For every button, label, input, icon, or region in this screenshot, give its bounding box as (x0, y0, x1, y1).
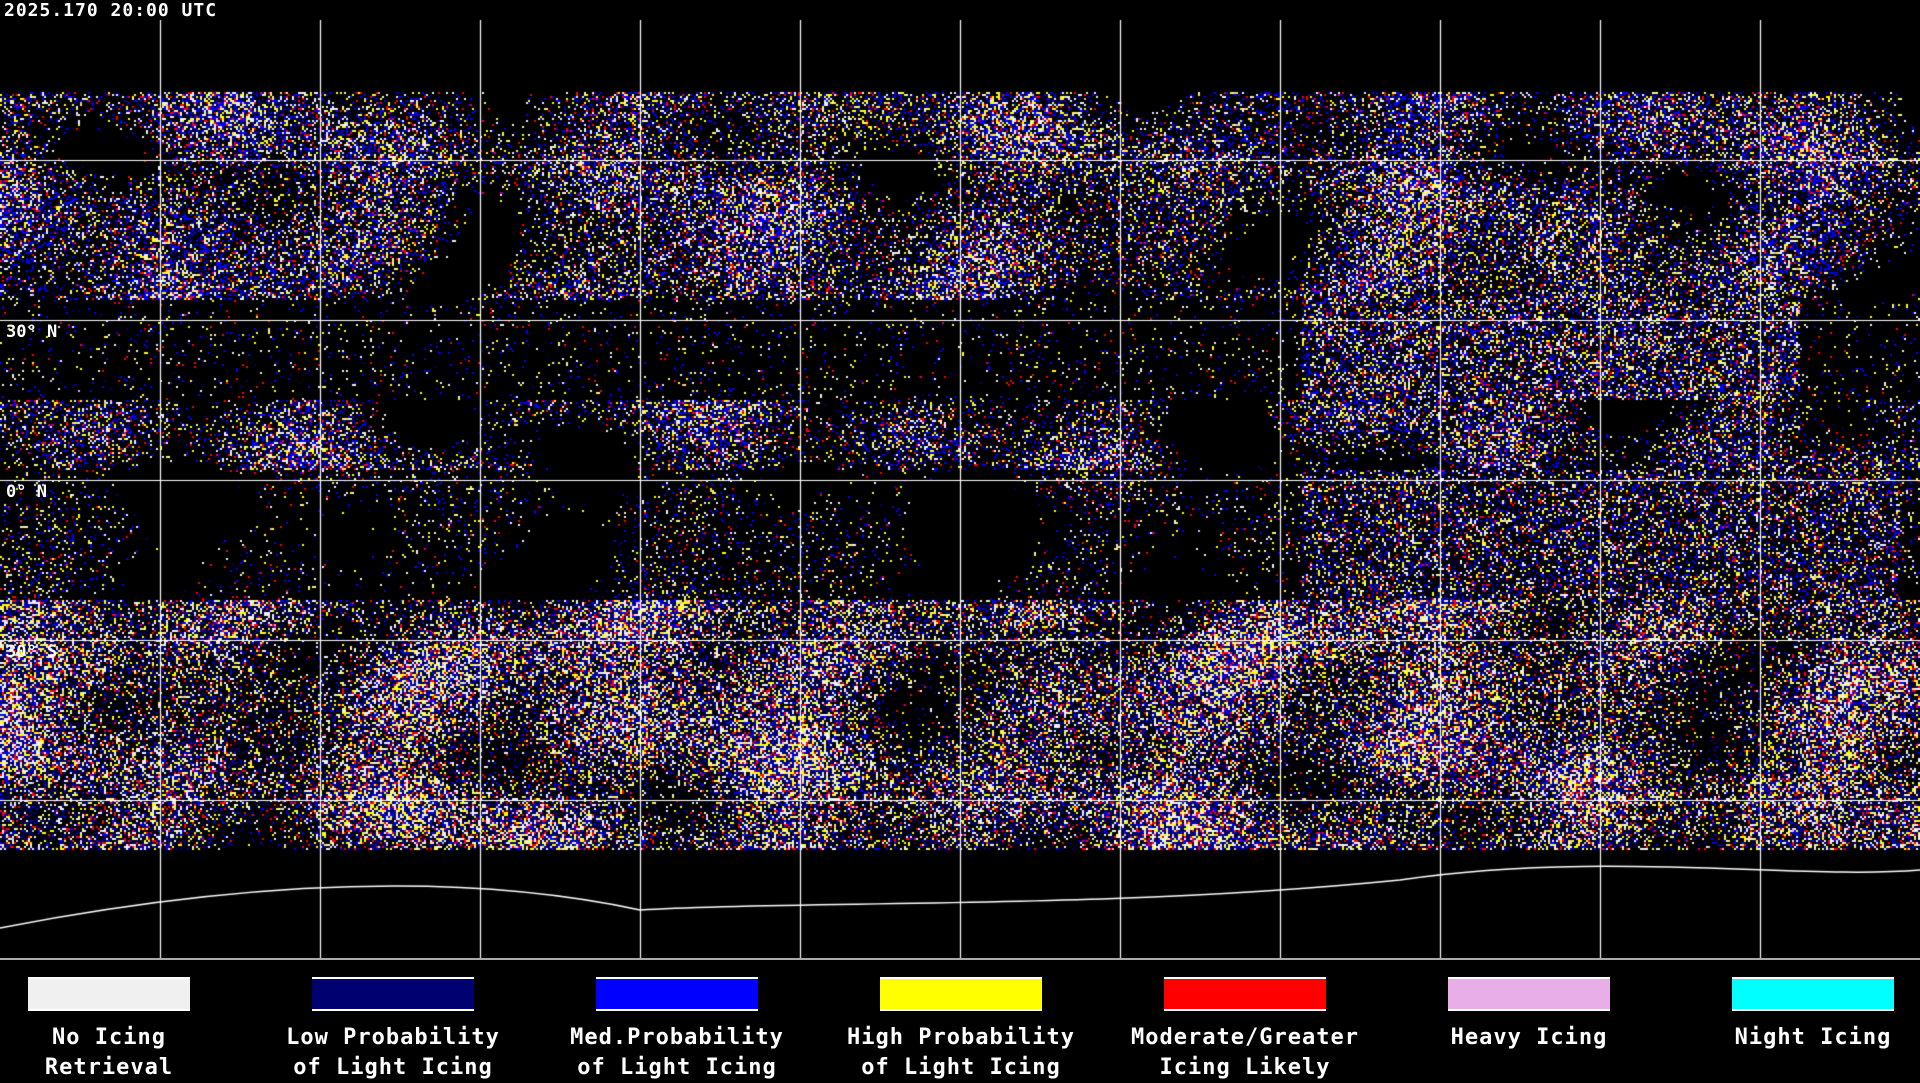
legend-label: High Probability of Light Icing (847, 1025, 1075, 1080)
lat-label-30s: 30° S (6, 642, 58, 662)
legend-label: No Icing Retrieval (44, 1025, 174, 1080)
legend-swatch (1164, 977, 1326, 1011)
timestamp: 2025.170 20:00 UTC (4, 0, 218, 21)
legend-swatch (312, 977, 474, 1011)
icing-map: 2025.170 20:00 UTC 30° N 0° N 30° S (0, 0, 1920, 960)
legend-swatch (1448, 977, 1610, 1011)
legend-label: Med.Probability of Light Icing (570, 1025, 784, 1080)
legend-night-icing: Night Icing (1671, 977, 1920, 1053)
legend-label: Moderate/Greater Icing Likely (1131, 1025, 1359, 1080)
legend-high-probability: High Probability of Light Icing (819, 977, 1103, 1083)
legend-label: Low Probability of Light Icing (286, 1025, 500, 1080)
legend-no-icing: No Icing Retrieval (0, 977, 251, 1083)
legend-heavy-icing: Heavy Icing (1387, 977, 1671, 1053)
lat-label-30n: 30° N (6, 322, 58, 342)
legend-med-probability: Med.Probability of Light Icing (535, 977, 819, 1083)
legend-low-probability: Low Probability of Light Icing (251, 977, 535, 1083)
legend-label: Night Icing (1734, 1025, 1892, 1050)
icing-data-layer (0, 0, 1920, 958)
legend-swatch (880, 977, 1042, 1011)
legend-swatch (28, 977, 190, 1011)
legend-moderate-greater: Moderate/Greater Icing Likely (1103, 977, 1387, 1083)
legend-swatch (1732, 977, 1894, 1011)
legend-label: Heavy Icing (1450, 1025, 1608, 1050)
legend-swatch (596, 977, 758, 1011)
lat-label-0n: 0° N (6, 482, 47, 502)
